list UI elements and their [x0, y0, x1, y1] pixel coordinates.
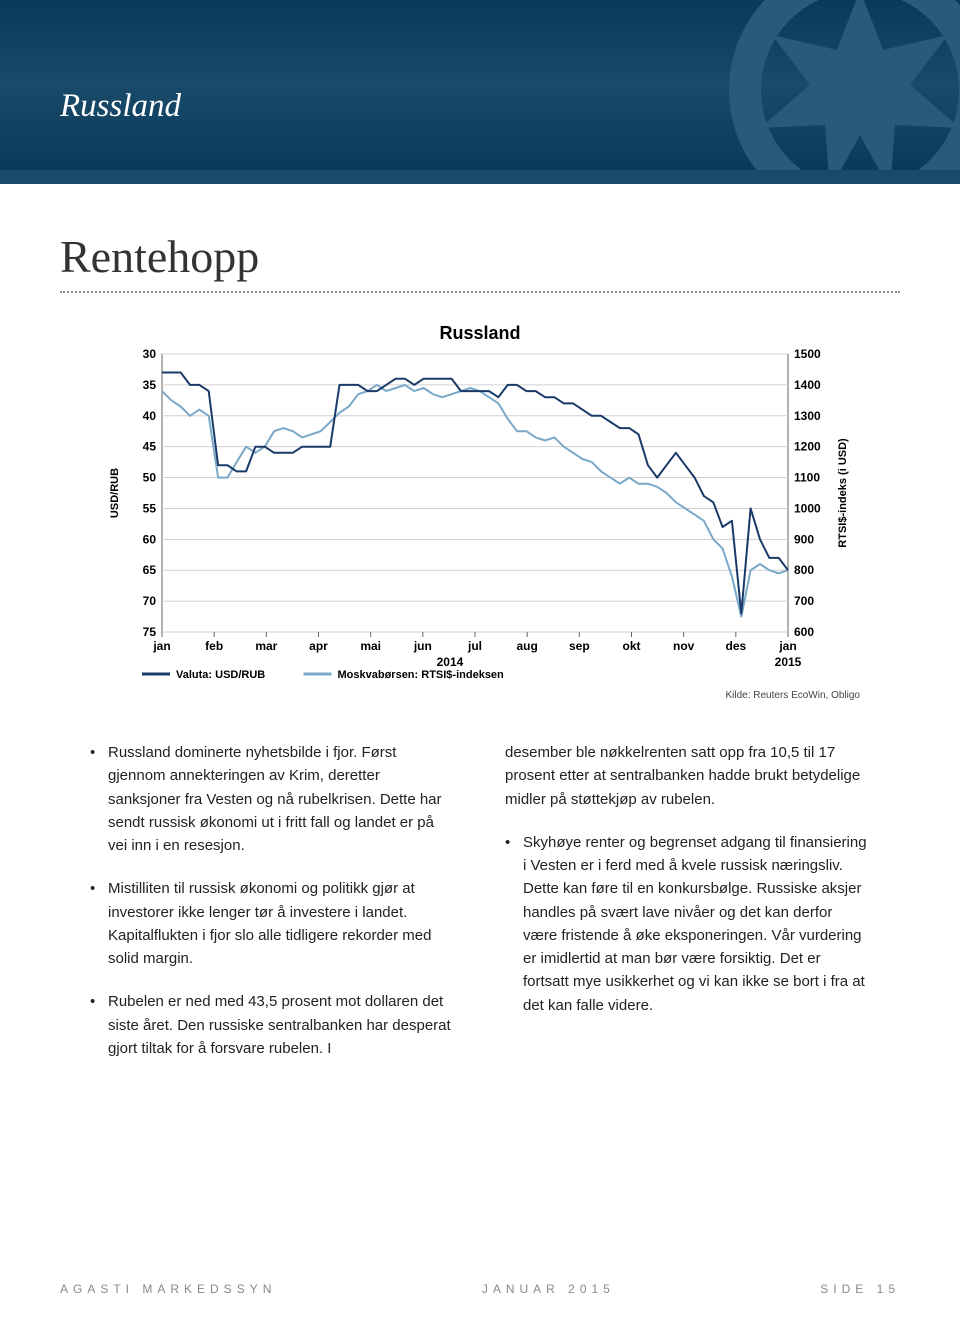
- continued-text: desember ble nøkkelrenten satt opp fra 1…: [505, 741, 870, 811]
- svg-text:1300: 1300: [794, 409, 821, 423]
- svg-text:jan: jan: [778, 639, 796, 653]
- page-header: Russland: [0, 0, 960, 170]
- svg-text:RTSI$-indeks (i USD): RTSI$-indeks (i USD): [837, 438, 849, 548]
- svg-text:60: 60: [143, 532, 157, 546]
- bullet-item: •Skyhøye renter og begrenset adgang til …: [505, 831, 870, 1017]
- column-right: desember ble nøkkelrenten satt opp fra 1…: [505, 741, 870, 1080]
- svg-text:des: des: [725, 639, 746, 653]
- svg-text:55: 55: [143, 501, 157, 515]
- header-band: [0, 170, 960, 184]
- svg-text:2014: 2014: [437, 655, 464, 669]
- svg-text:nov: nov: [673, 639, 695, 653]
- svg-text:1200: 1200: [794, 440, 821, 454]
- bullet-dot: •: [505, 831, 523, 1017]
- content-area: Rentehopp Russland 30 35 40 45 50 55 60 65 70 75 6…: [0, 170, 960, 1080]
- page-footer: AGASTI MARKEDSSYN JANUAR 2015 SIDE 15: [60, 1282, 900, 1296]
- bullet-text: Russland dominerte nyhetsbilde i fjor. F…: [108, 741, 455, 857]
- svg-text:800: 800: [794, 563, 814, 577]
- svg-text:700: 700: [794, 594, 814, 608]
- chart-title: Russland: [100, 323, 860, 344]
- svg-text:2015: 2015: [775, 655, 802, 669]
- bullet-dot: •: [90, 741, 108, 857]
- svg-text:1100: 1100: [794, 471, 820, 485]
- svg-text:mai: mai: [360, 639, 381, 653]
- column-left: •Russland dominerte nyhetsbilde i fjor. …: [90, 741, 455, 1080]
- svg-text:65: 65: [143, 563, 157, 577]
- bullet-dot: •: [90, 990, 108, 1060]
- svg-text:sep: sep: [569, 639, 590, 653]
- svg-text:1000: 1000: [794, 501, 821, 515]
- svg-text:1500: 1500: [794, 348, 821, 361]
- svg-text:75: 75: [143, 625, 157, 639]
- bullet-item: •Russland dominerte nyhetsbilde i fjor. …: [90, 741, 455, 857]
- svg-text:70: 70: [143, 594, 157, 608]
- text-columns: •Russland dominerte nyhetsbilde i fjor. …: [60, 741, 900, 1080]
- bullet-item: •Rubelen er ned med 43,5 prosent mot dol…: [90, 990, 455, 1060]
- svg-text:1400: 1400: [794, 378, 821, 392]
- svg-text:jun: jun: [413, 639, 432, 653]
- svg-text:50: 50: [143, 471, 157, 485]
- chart-source: Kilde: Reuters EcoWin, Obligo: [100, 690, 860, 701]
- svg-text:40: 40: [143, 409, 157, 423]
- svg-text:USD/RUB: USD/RUB: [109, 468, 121, 518]
- svg-text:mar: mar: [255, 639, 277, 653]
- svg-text:900: 900: [794, 532, 814, 546]
- bullet-text: Mistilliten til russisk økonomi og polit…: [108, 877, 455, 970]
- svg-text:35: 35: [143, 378, 157, 392]
- page-title: Rentehopp: [60, 230, 900, 283]
- section-title: Russland: [60, 88, 181, 125]
- svg-text:apr: apr: [309, 639, 328, 653]
- svg-text:30: 30: [143, 348, 157, 361]
- footer-left: AGASTI MARKEDSSYN: [60, 1282, 276, 1296]
- footer-right: SIDE 15: [820, 1282, 900, 1296]
- svg-text:600: 600: [794, 625, 814, 639]
- svg-text:Moskvabørsen: RTSI$-indeksen: Moskvabørsen: RTSI$-indeksen: [338, 669, 505, 681]
- bullet-text: Skyhøye renter og begrenset adgang til f…: [523, 831, 870, 1017]
- svg-text:jul: jul: [467, 639, 482, 653]
- chart-container: Russland 30 35 40 45 50 55 60 65 70 75 600 700 800 90…: [100, 323, 860, 701]
- bullet-item: •Mistilliten til russisk økonomi og poli…: [90, 877, 455, 970]
- russia-chart: 30 35 40 45 50 55 60 65 70 75 600 700 800 900 1000 1100…: [100, 348, 860, 688]
- svg-text:aug: aug: [516, 639, 537, 653]
- bullet-dot: •: [90, 877, 108, 970]
- svg-text:feb: feb: [205, 639, 223, 653]
- dotted-rule: [60, 291, 900, 293]
- svg-text:jan: jan: [152, 639, 170, 653]
- bullet-text: Rubelen er ned med 43,5 prosent mot doll…: [108, 990, 455, 1060]
- svg-text:Valuta: USD/RUB: Valuta: USD/RUB: [176, 669, 265, 681]
- svg-text:45: 45: [143, 440, 157, 454]
- star-ornament: [720, 0, 960, 170]
- svg-text:okt: okt: [623, 639, 641, 653]
- footer-center: JANUAR 2015: [482, 1282, 615, 1296]
